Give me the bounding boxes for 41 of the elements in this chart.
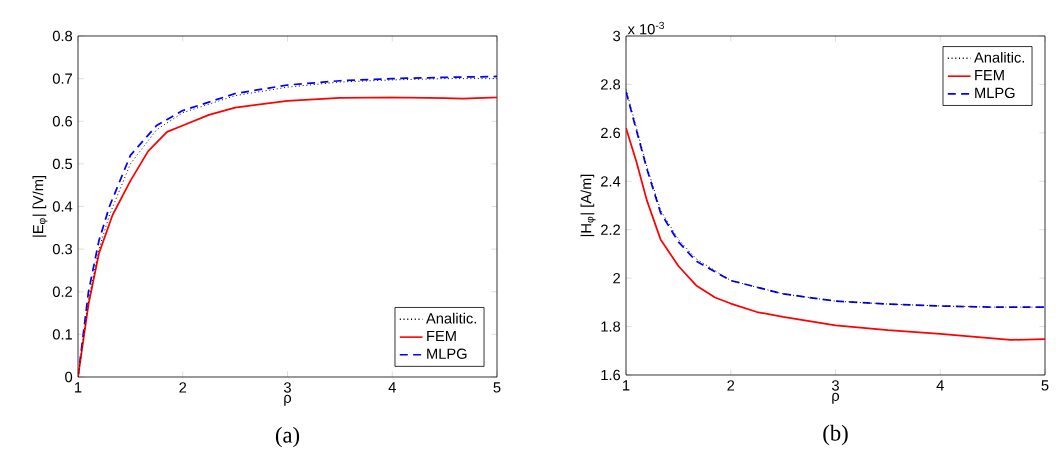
y-tick-label: 2.2 [601,224,620,235]
x-tick-label: 4 [388,382,396,393]
x-axis-title: ρ [284,394,292,406]
line-series [626,127,1046,341]
legend-label: MLPG [975,87,1015,99]
y-tick-label: 2.6 [601,127,621,139]
text: x 10$^{-3}$ [627,21,664,35]
y-tick-label: 0.2 [52,286,72,297]
y-axis-title: |E$_{φ}$| [V/m] [32,176,48,237]
text: (a) [275,426,300,448]
y-tick-label: 3 [613,30,621,42]
y-tick-label: 1.6 [601,369,621,381]
x-tick-label: 3 [831,380,839,391]
x-tick-label: 2 [179,382,187,393]
y-tick-label: 2.8 [601,79,621,90]
x-tick-label: 1 [623,380,630,391]
y-tick-label: 2 [613,273,620,284]
legend-label: Analitic. [974,51,1025,63]
x-tick-label: 3 [283,382,291,393]
y-tick-label: 0.1 [52,329,72,340]
y-tick-label: 0.8 [52,30,73,42]
x-tick-label: 4 [936,380,944,391]
x-tick-label: 2 [727,380,735,391]
y-tick-label: 2.4 [601,176,621,187]
y-tick-label: 0 [65,371,73,383]
x-tick-label: 1 [75,382,82,393]
legend-label: MLPG [427,348,467,359]
legend-label: Analitic. [426,312,477,324]
y-tick-label: 1.8 [601,321,621,332]
y-tick-label: 0.4 [52,201,73,212]
legend-label: FEM [427,330,456,342]
x-tick-label: 5 [493,382,501,393]
x-tick-label: 5 [1041,380,1049,391]
text: (b) [823,424,848,446]
legend-label: FEM [975,70,1004,81]
y-tick-label: 0.5 [52,158,73,170]
y-tick-label: 0.6 [52,116,73,127]
y-axis-title: |H$_{φ}$| [A/m] [580,174,596,237]
y-tick-label: 0.3 [52,243,73,255]
x-axis-title: ρ [832,392,840,404]
y-tick-label: 0.7 [52,73,72,84]
